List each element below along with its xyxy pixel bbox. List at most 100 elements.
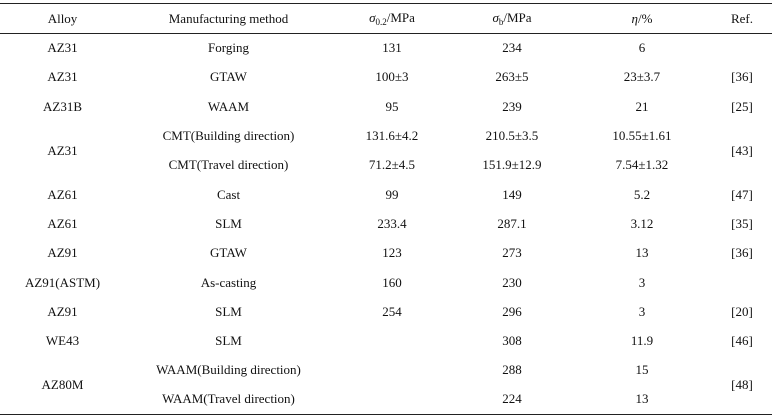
cell-method: WAAM: [207, 98, 250, 114]
cell-uts: 224: [452, 385, 572, 415]
table-row: AZ31 CMT(Building direction) 131.6±4.2 2…: [0, 121, 772, 158]
cell-uts: 308: [502, 333, 522, 349]
cell-elong: 23±3.7: [623, 69, 661, 85]
cell-method: CMT(Building direction): [162, 128, 295, 144]
cell-yield: 131.6±4.2: [365, 128, 419, 144]
cell-yield: 123: [382, 245, 402, 261]
table-row: CMT(Travel direction) 71.2±4.5 151.9±12.…: [0, 151, 772, 180]
cell-elong: 5.2: [633, 186, 651, 202]
table-row: WAAM(Travel direction) 224 13: [0, 385, 772, 415]
cell-ref: [36]: [731, 245, 753, 261]
cell-elong: 3: [638, 303, 646, 319]
cell-alloy: AZ31: [47, 69, 78, 85]
table-row: AZ91 GTAW 123 273 13 [36]: [0, 239, 772, 268]
cell-elong: 7.54±1.32: [615, 157, 669, 173]
cell-elong: 13: [635, 245, 649, 261]
header-alloy: Alloy: [0, 3, 125, 34]
table-row: AZ61 SLM 233.4 287.1 3.12 [35]: [0, 209, 772, 238]
cell-alloy: AZ61: [47, 186, 78, 202]
cell-uts: 273: [502, 245, 522, 261]
cell-yield: 95: [385, 98, 399, 114]
cell-method: GTAW: [210, 69, 247, 85]
cell-uts: 149: [502, 186, 522, 202]
table-row: AZ91(ASTM) As-casting 160 230 3: [0, 268, 772, 297]
cell-method: WAAM(Travel direction): [125, 385, 332, 415]
cell-uts: 287.1: [497, 215, 527, 231]
cell-elong: 3.12: [630, 215, 654, 231]
cell-alloy: AZ31: [47, 40, 78, 56]
table-row: AZ31B WAAM 95 239 21 [25]: [0, 92, 772, 121]
cell-ref: [712, 268, 772, 297]
cell-ref: [48]: [712, 355, 772, 415]
cell-uts: 210.5±3.5: [485, 128, 539, 144]
cell-alloy: AZ91: [47, 303, 78, 319]
cell-ref: [43]: [731, 142, 753, 158]
header-elongation: η/%: [572, 3, 712, 34]
cell-elong: 6: [638, 40, 646, 56]
elong-symbol: η: [631, 10, 638, 26]
cell-yield: [332, 356, 452, 385]
cell-uts: 230: [502, 274, 522, 290]
table-row: WE43 SLM 308 11.9 [46]: [0, 326, 772, 355]
cell-alloy: AZ91: [47, 245, 78, 261]
cell-uts: 288: [502, 362, 522, 378]
cell-yield: 100±3: [375, 69, 409, 85]
header-ref: Ref.: [712, 3, 772, 34]
cell-ref: [47]: [731, 186, 753, 202]
header-method: Manufacturing method: [125, 3, 332, 34]
cell-alloy: AZ61: [47, 215, 78, 231]
table-row: AZ80M WAAM(Building direction) 288 15 [4…: [0, 355, 772, 415]
cell-ref: [20]: [731, 303, 753, 319]
table-row: AZ91 SLM 254 296 3 [20]: [0, 297, 772, 326]
cell-elong: 3: [638, 274, 646, 290]
cell-uts: 239: [502, 98, 522, 114]
cell-yield: 233.4: [377, 215, 407, 231]
header-row: Alloy Manufacturing method σ0.2/MPa σb/M…: [0, 3, 772, 34]
cell-elong: 21: [635, 98, 649, 114]
yield-unit: /MPa: [386, 10, 415, 25]
cell-yield: [332, 385, 452, 415]
cell-uts: 151.9±12.9: [482, 157, 542, 173]
cell-alloy: AZ31B: [43, 98, 82, 114]
header-yield-strength: σ0.2/MPa: [332, 3, 452, 34]
uts-subscript: b: [498, 17, 504, 27]
cell-ref: [35]: [731, 215, 753, 231]
cell-elong: 10.55±1.61: [612, 128, 672, 144]
cell-uts: 263±5: [495, 69, 529, 85]
cell-method: As-casting: [200, 274, 257, 290]
cell-method: GTAW: [210, 245, 247, 261]
cell-yield: 254: [382, 303, 402, 319]
cell-uts: 234: [502, 40, 522, 56]
cell-yield: 99: [385, 186, 399, 202]
table-row: AZ31 GTAW 100±3 263±5 23±3.7 [36]: [0, 63, 772, 92]
cell-yield: 160: [382, 274, 402, 290]
properties-table: Alloy Manufacturing method σ0.2/MPa σb/M…: [0, 3, 772, 415]
uts-unit: /MPa: [503, 10, 532, 25]
cell-alloy: AZ31: [47, 142, 78, 158]
cell-elong: 15: [635, 362, 649, 378]
cell-alloy: WE43: [45, 333, 80, 349]
cell-method: Cast: [216, 186, 241, 202]
table-row: AZ61 Cast 99 149 5.2 [47]: [0, 180, 772, 209]
cell-method: SLM: [215, 333, 242, 349]
cell-ref: [36]: [731, 69, 753, 85]
cell-ref: [46]: [731, 333, 753, 349]
uts-symbol: σ: [492, 10, 499, 25]
header-tensile-strength: σb/MPa: [452, 3, 572, 34]
yield-subscript: 0.2: [375, 17, 387, 27]
cell-ref: [712, 34, 772, 63]
cell-yield: [332, 326, 452, 355]
cell-method: SLM: [215, 303, 242, 319]
cell-method: SLM: [215, 215, 242, 231]
cell-method: CMT(Travel direction): [168, 157, 289, 173]
cell-uts: 296: [502, 303, 522, 319]
cell-yield: 131: [382, 40, 402, 56]
cell-ref: [25]: [731, 98, 753, 114]
cell-elong: 11.9: [630, 333, 654, 349]
elong-unit: /%: [638, 10, 653, 26]
cell-yield: 71.2±4.5: [368, 157, 416, 173]
cell-alloy: AZ80M: [0, 355, 125, 415]
cell-method: Forging: [208, 40, 249, 56]
cell-alloy: AZ91(ASTM): [24, 274, 101, 290]
